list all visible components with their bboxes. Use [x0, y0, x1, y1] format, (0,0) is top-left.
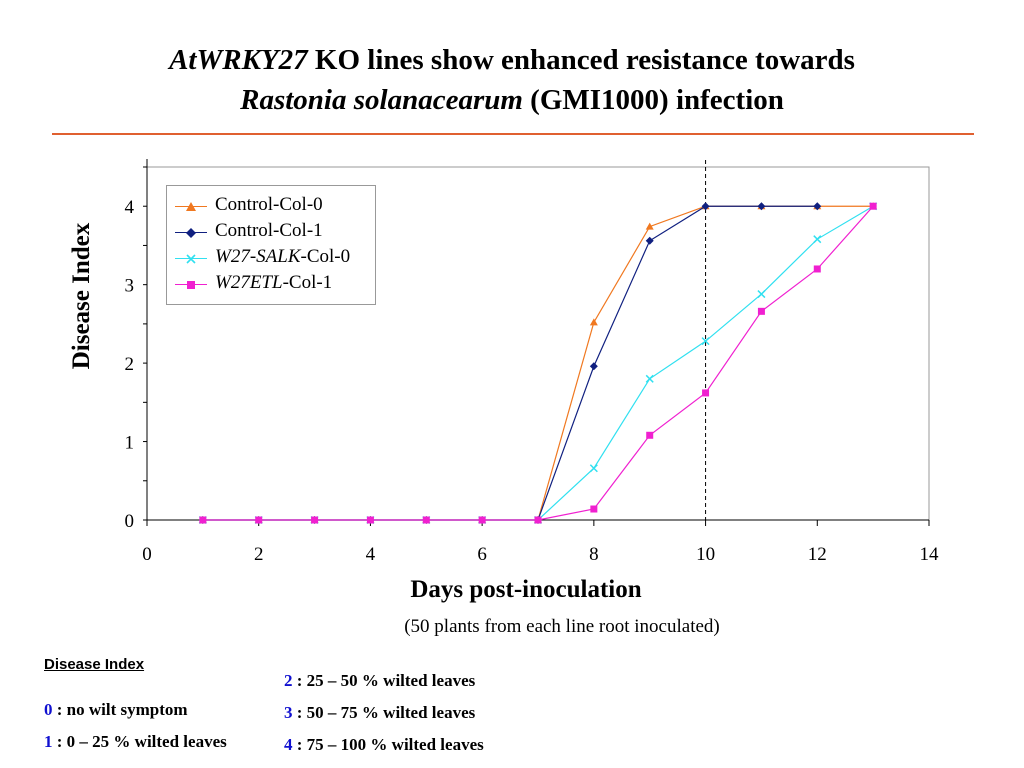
legend-label: Control-Col-1	[215, 220, 323, 241]
data-point-square	[199, 516, 207, 524]
y-tick-label: 0	[125, 511, 135, 532]
legend-label-italic: W27ETL	[215, 272, 283, 293]
key-number: 2	[284, 671, 293, 690]
key-item-3: 3 : 50 – 75 % wilted leaves	[284, 703, 475, 723]
legend-label: W27ETL-Col-1	[215, 272, 332, 294]
data-point-square	[534, 516, 542, 524]
title-gene-name: AtWRKY27	[169, 44, 308, 76]
data-point-triangle	[645, 222, 654, 230]
title-line-2-text: (GMI1000) infection	[522, 84, 784, 116]
data-point-diamond	[645, 236, 654, 245]
title-divider	[52, 133, 974, 135]
key-item-0: 0 : no wilt symptom	[44, 700, 188, 720]
x-tick-label: 10	[696, 544, 715, 565]
x-tick-label: 0	[142, 544, 152, 565]
data-point-diamond	[589, 362, 598, 371]
key-text: : no wilt symptom	[52, 700, 188, 719]
title-line-2: Rastonia solanacearum (GMI1000) infectio…	[0, 80, 1024, 120]
data-point-square	[702, 389, 710, 397]
key-text: : 0 – 25 % wilted leaves	[52, 732, 227, 751]
y-tick-label: 3	[125, 276, 135, 297]
diamond-marker-icon	[186, 228, 196, 238]
y-tick-label: 4	[125, 197, 135, 218]
data-point-diamond	[813, 202, 822, 211]
data-point-square	[646, 431, 654, 439]
legend-label-italic: W27-SALK	[215, 246, 301, 267]
x-marker-icon	[186, 254, 196, 264]
slide-title: AtWRKY27 KO lines show enhanced resistan…	[0, 40, 1024, 120]
y-axis-label: Disease Index	[68, 222, 95, 370]
data-point-x	[757, 290, 766, 299]
disease-index-key-title: Disease Index	[44, 656, 145, 673]
data-point-square	[757, 307, 765, 315]
legend-item-control-col-1: Control-Col-1	[167, 220, 375, 246]
legend-label: W27-SALK-Col-0	[215, 246, 350, 268]
chart-legend: Control-Col-0 Control-Col-1 W27-SALK-Col…	[166, 185, 376, 305]
data-point-square	[422, 516, 430, 524]
legend-item-control-col-0: Control-Col-0	[167, 194, 375, 220]
key-text: : 25 – 50 % wilted leaves	[292, 671, 476, 690]
data-point-square	[255, 516, 263, 524]
key-number: 0	[44, 700, 53, 719]
data-point-x	[589, 464, 598, 473]
data-point-square	[869, 202, 877, 210]
square-marker-icon	[187, 281, 195, 289]
data-point-square	[366, 516, 374, 524]
data-point-x	[813, 235, 822, 244]
key-text: : 50 – 75 % wilted leaves	[292, 703, 476, 722]
x-axis-note: (50 plants from each line root inoculate…	[404, 616, 720, 637]
data-point-square	[590, 505, 598, 513]
x-tick-label: 14	[920, 544, 940, 565]
x-tick-label: 6	[477, 544, 487, 565]
title-pathogen-name: Rastonia solanacearum	[240, 84, 523, 116]
triangle-marker-icon	[186, 202, 196, 211]
x-tick-label: 12	[808, 544, 827, 565]
data-point-diamond	[701, 202, 710, 211]
key-number: 1	[44, 732, 53, 751]
legend-label: Control-Col-0	[215, 194, 323, 215]
legend-item-w27-salk: W27-SALK-Col-0	[167, 246, 375, 272]
key-item-1: 1 : 0 – 25 % wilted leaves	[44, 732, 227, 752]
key-text: : 75 – 100 % wilted leaves	[292, 735, 484, 754]
data-point-square	[478, 516, 486, 524]
data-point-x	[701, 337, 710, 346]
data-point-square	[311, 516, 319, 524]
title-line-1: AtWRKY27 KO lines show enhanced resistan…	[0, 40, 1024, 80]
key-item-2: 2 : 25 – 50 % wilted leaves	[284, 671, 475, 691]
key-number: 3	[284, 703, 293, 722]
key-item-4: 4 : 75 – 100 % wilted leaves	[284, 735, 484, 755]
data-point-diamond	[757, 202, 766, 211]
data-point-square	[813, 265, 821, 273]
x-tick-label: 4	[366, 544, 376, 565]
legend-label-rest: -Col-0	[300, 246, 351, 267]
data-point-x	[645, 374, 654, 383]
key-number: 4	[284, 735, 293, 754]
title-line-1-text: KO lines show enhanced resistance toward…	[307, 44, 855, 76]
x-tick-label: 8	[589, 544, 599, 565]
legend-label-rest: -Col-1	[282, 272, 333, 293]
data-point-triangle	[589, 318, 598, 326]
x-tick-label: 2	[254, 544, 264, 565]
y-tick-label: 1	[125, 433, 135, 454]
legend-item-w27etl: W27ETL-Col-1	[167, 272, 375, 298]
y-tick-label: 2	[125, 354, 135, 375]
x-axis-label: Days post-inoculation	[410, 576, 642, 603]
